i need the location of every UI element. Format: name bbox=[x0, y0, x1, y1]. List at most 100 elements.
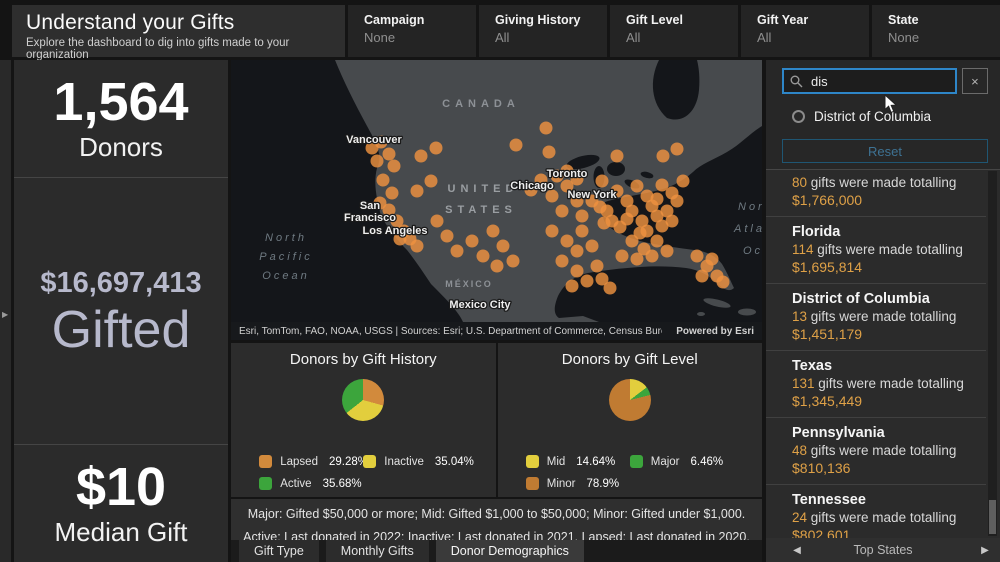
donor-dot[interactable] bbox=[410, 239, 424, 253]
state-list-item-district-of-columbia[interactable]: District of Columbia 13 gifts were made t… bbox=[766, 284, 986, 351]
donor-dot[interactable] bbox=[620, 194, 634, 208]
radio-icon[interactable] bbox=[792, 110, 805, 123]
donor-dot[interactable] bbox=[545, 224, 559, 238]
donor-dot[interactable] bbox=[534, 173, 548, 187]
powered-by-esri-link[interactable]: Powered by Esri bbox=[676, 325, 754, 337]
donor-dot[interactable] bbox=[370, 154, 384, 168]
state-list-item-texas[interactable]: Texas 131 gifts were made totalling $1,345… bbox=[766, 351, 986, 418]
donor-dot[interactable] bbox=[610, 184, 624, 198]
donor-dot[interactable] bbox=[695, 269, 709, 283]
donor-dot[interactable] bbox=[716, 275, 730, 289]
donor-dot[interactable] bbox=[670, 194, 684, 208]
gift-history-pie[interactable] bbox=[342, 379, 385, 421]
donor-dot[interactable] bbox=[633, 226, 647, 240]
list-scrollbar[interactable] bbox=[988, 171, 997, 536]
donor-dot[interactable] bbox=[486, 224, 500, 238]
donor-dot[interactable] bbox=[645, 249, 659, 263]
donor-dot[interactable] bbox=[620, 212, 634, 226]
donor-dot[interactable] bbox=[440, 229, 454, 243]
donor-dot[interactable] bbox=[424, 174, 438, 188]
gift-level-pie[interactable] bbox=[608, 379, 651, 421]
donor-dot[interactable] bbox=[705, 252, 719, 266]
donor-dot[interactable] bbox=[590, 259, 604, 273]
left-panel-toggle[interactable]: ▶ bbox=[0, 60, 11, 562]
donor-dot[interactable] bbox=[465, 234, 479, 248]
donor-dot[interactable] bbox=[524, 183, 538, 197]
donor-dot[interactable] bbox=[550, 169, 564, 183]
filter-state[interactable]: State None bbox=[872, 5, 1000, 57]
donor-map[interactable]: CANADA UNITED STATES MÉXICO Vancouver Sa… bbox=[231, 60, 762, 340]
state-list-item-tennessee[interactable]: Tennessee 24 gifts were made totalling $80… bbox=[766, 485, 986, 538]
donor-dot[interactable] bbox=[630, 179, 644, 193]
donor-dot[interactable] bbox=[635, 214, 649, 228]
tab-gift-type[interactable]: Gift Type bbox=[239, 540, 319, 562]
list-scrollbar-thumb[interactable] bbox=[989, 500, 996, 534]
donor-dot[interactable] bbox=[555, 204, 569, 218]
tab-donor-demographics[interactable]: Donor Demographics bbox=[435, 540, 584, 562]
donor-dot[interactable] bbox=[615, 249, 629, 263]
donor-dot[interactable] bbox=[365, 141, 379, 155]
tab-monthly-gifts[interactable]: Monthly Gifts bbox=[325, 540, 429, 562]
donor-dot[interactable] bbox=[655, 178, 669, 192]
state-list-item-pennsylvania[interactable]: Pennsylvania 48 gifts were made totalling… bbox=[766, 418, 986, 485]
donor-dot[interactable] bbox=[565, 279, 579, 293]
donor-dot[interactable] bbox=[506, 254, 520, 268]
map-canvas[interactable]: CANADA UNITED STATES MÉXICO Vancouver Sa… bbox=[231, 60, 762, 322]
donor-dot[interactable] bbox=[585, 239, 599, 253]
filter-giving-history[interactable]: Giving History All bbox=[479, 5, 607, 57]
search-result-option[interactable]: District of Columbia bbox=[792, 109, 931, 124]
donor-dot-layer[interactable] bbox=[365, 121, 730, 295]
donor-dot[interactable] bbox=[630, 252, 644, 266]
state-search-box[interactable] bbox=[782, 68, 957, 94]
donor-dot[interactable] bbox=[390, 214, 404, 228]
donor-dot[interactable] bbox=[625, 234, 639, 248]
donor-dot[interactable] bbox=[414, 149, 428, 163]
donor-dot[interactable] bbox=[595, 272, 609, 286]
donor-dot[interactable] bbox=[570, 244, 584, 258]
donor-dot[interactable] bbox=[603, 281, 617, 295]
state-search-input[interactable] bbox=[811, 73, 949, 89]
donor-dot[interactable] bbox=[570, 172, 584, 186]
donor-dot[interactable] bbox=[539, 121, 553, 135]
donor-dot[interactable] bbox=[575, 209, 589, 223]
donor-dot[interactable] bbox=[376, 173, 390, 187]
donor-dot[interactable] bbox=[690, 249, 704, 263]
donor-dot[interactable] bbox=[429, 141, 443, 155]
donor-dot[interactable] bbox=[670, 142, 684, 156]
next-page-arrow[interactable]: ▶ bbox=[970, 545, 1000, 556]
donor-dot[interactable] bbox=[640, 189, 654, 203]
donor-dot[interactable] bbox=[387, 159, 401, 173]
state-list-item[interactable]: 80 gifts were made totalling $1,766,000 bbox=[766, 171, 986, 217]
donor-dot[interactable] bbox=[655, 219, 669, 233]
donor-dot[interactable] bbox=[570, 194, 584, 208]
filter-campaign[interactable]: Campaign None bbox=[348, 5, 476, 57]
donor-dot[interactable] bbox=[430, 214, 444, 228]
donor-dot[interactable] bbox=[676, 174, 690, 188]
donor-dot[interactable] bbox=[650, 209, 664, 223]
reset-button[interactable]: Reset bbox=[782, 139, 988, 163]
donor-dot[interactable] bbox=[560, 179, 574, 193]
donor-dot[interactable] bbox=[382, 203, 396, 217]
donor-dot[interactable] bbox=[555, 254, 569, 268]
donor-dot[interactable] bbox=[575, 224, 589, 238]
donor-dot[interactable] bbox=[597, 216, 611, 230]
donor-dot[interactable] bbox=[665, 214, 679, 228]
donor-dot[interactable] bbox=[450, 244, 464, 258]
donor-dot[interactable] bbox=[610, 149, 624, 163]
donor-dot[interactable] bbox=[650, 192, 664, 206]
donor-dot[interactable] bbox=[476, 249, 490, 263]
donor-dot[interactable] bbox=[545, 189, 559, 203]
donor-dot[interactable] bbox=[660, 204, 674, 218]
filter-gift-level[interactable]: Gift Level All bbox=[610, 5, 738, 57]
donor-dot[interactable] bbox=[382, 147, 396, 161]
donor-dot[interactable] bbox=[560, 164, 574, 178]
donor-dot[interactable] bbox=[570, 264, 584, 278]
donor-dot[interactable] bbox=[542, 145, 556, 159]
donor-dot[interactable] bbox=[580, 274, 594, 288]
donor-dot[interactable] bbox=[393, 232, 407, 246]
donor-dot[interactable] bbox=[650, 234, 664, 248]
clear-search-button[interactable]: × bbox=[961, 68, 988, 94]
donor-dot[interactable] bbox=[509, 138, 523, 152]
donor-dot[interactable] bbox=[410, 184, 424, 198]
donor-dot[interactable] bbox=[496, 239, 510, 253]
